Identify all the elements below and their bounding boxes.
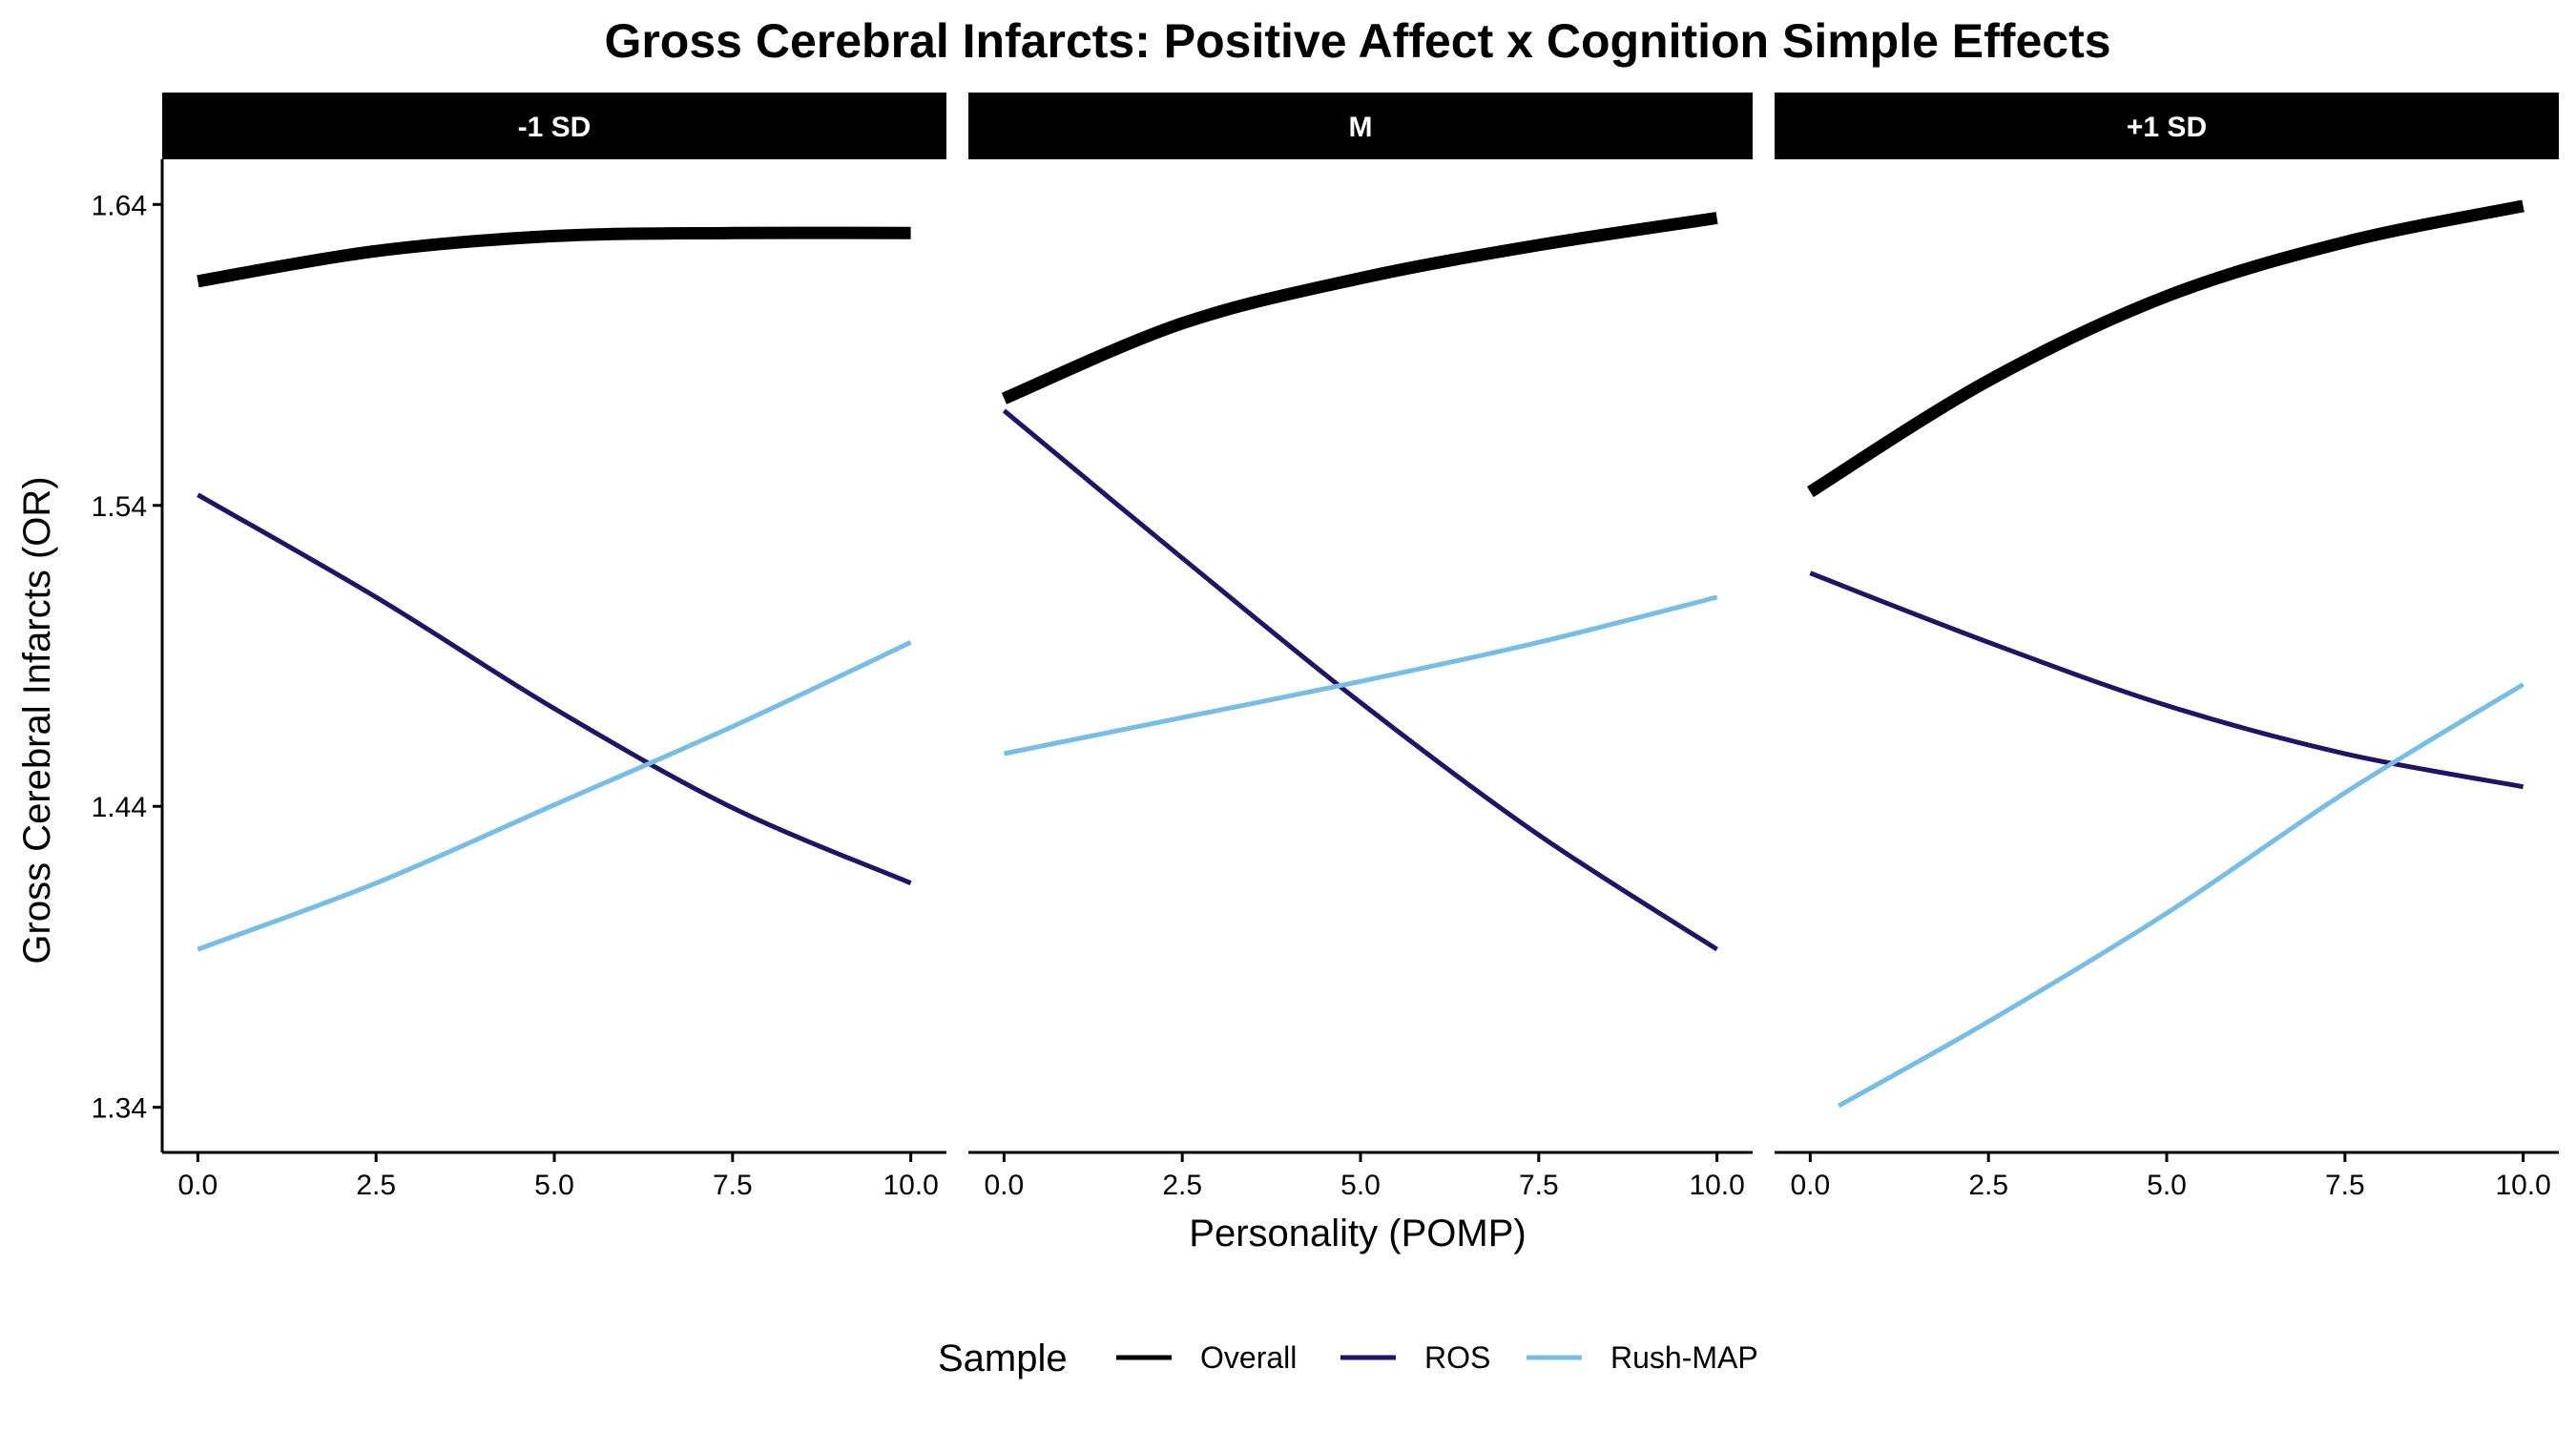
- y-tick-label: 1.44: [92, 792, 147, 823]
- legend-label: Rush-MAP: [1610, 1340, 1758, 1375]
- y-tick-label: 1.54: [92, 491, 147, 523]
- y-tick-label: 1.64: [92, 190, 147, 221]
- legend-label: ROS: [1424, 1340, 1490, 1375]
- legend: Sample Overall ROS Rush-MAP: [938, 1338, 1758, 1379]
- x-tick-label: 2.5: [1162, 1170, 1202, 1201]
- facet-panel: M 0.0 2.5 5.0 7.5 10.0: [968, 93, 1753, 1201]
- x-tick-label: 10.0: [883, 1170, 938, 1201]
- facet-strip-label: -1 SD: [518, 112, 592, 143]
- y-tick-label: 1.34: [92, 1093, 147, 1125]
- legend-item: Overall: [1116, 1340, 1297, 1375]
- x-tick-label: 7.5: [1519, 1170, 1559, 1201]
- series-line-overall: [197, 226, 911, 288]
- x-tick-label: 2.5: [356, 1170, 396, 1201]
- legend-item: Rush-MAP: [1527, 1340, 1758, 1375]
- series-line-rush-map: [1003, 594, 1718, 757]
- facet-strip-label: M: [1349, 112, 1373, 143]
- x-tick-label: 10.0: [2495, 1170, 2550, 1201]
- facet-strip-label: +1 SD: [2127, 112, 2207, 143]
- y-axis: 1.34 1.44 1.54 1.64: [92, 159, 164, 1152]
- panels: 1.34 1.44 1.54 1.64 -1 SD 0.0 2.5 5.0 7.5 10.0 M 0.…: [92, 93, 2559, 1201]
- facet-panel: -1 SD 0.0 2.5 5.0 7.5 10.0: [162, 93, 946, 1201]
- series-line-ros: [197, 492, 912, 886]
- facet-panel: +1 SD 0.0 2.5 5.0 7.5 10.0: [1775, 93, 2559, 1201]
- facet-strip: [968, 93, 1753, 159]
- x-tick-label: 0.0: [1791, 1170, 1831, 1201]
- series-line-rush-map: [197, 640, 912, 952]
- y-axis-title: Gross Cerebral Infarcts (OR): [16, 476, 58, 964]
- chart-title: Gross Cerebral Infarcts: Positive Affect…: [604, 14, 2110, 68]
- x-tick-label: 10.0: [1689, 1170, 1744, 1201]
- legend-label: Overall: [1200, 1340, 1297, 1375]
- legend-item: ROS: [1340, 1340, 1490, 1375]
- series-line-ros: [1809, 570, 2524, 790]
- x-tick-label: 2.5: [1968, 1170, 2008, 1201]
- legend-title: Sample: [938, 1338, 1068, 1379]
- series-line-rush-map: [1838, 682, 2524, 1109]
- x-tick-label: 5.0: [534, 1170, 574, 1201]
- x-tick-label: 0.0: [178, 1170, 218, 1201]
- x-axis-title: Personality (POMP): [1189, 1213, 1526, 1255]
- facet-strip: [162, 93, 946, 159]
- x-tick-label: 7.5: [2325, 1170, 2365, 1201]
- x-tick-label: 0.0: [985, 1170, 1025, 1201]
- series-line-ros: [1002, 408, 1718, 952]
- facet-strip: [1775, 93, 2559, 159]
- x-tick-label: 7.5: [713, 1170, 753, 1201]
- series-line-overall: [1806, 199, 2524, 498]
- x-tick-label: 5.0: [2147, 1170, 2187, 1201]
- series-line-overall: [1001, 212, 1718, 404]
- x-tick-label: 5.0: [1340, 1170, 1381, 1201]
